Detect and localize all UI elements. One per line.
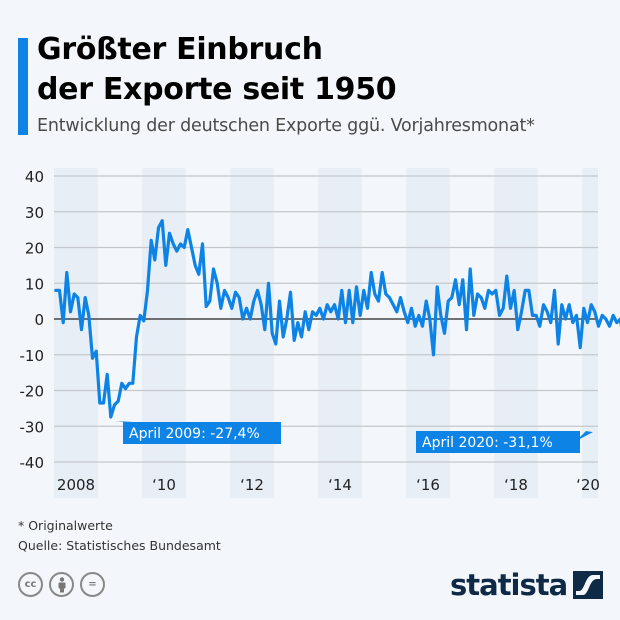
- year-band-2014: [318, 168, 362, 498]
- line-chart: 40 30 20 10 0 -10 -20 -30 -40 2008 ‘10 ‘12 ‘14 ‘16 ‘18…: [20, 168, 620, 498]
- year-band-2010: [142, 168, 186, 498]
- footnote: * Originalwerte Quelle: Statistisches Bu…: [18, 516, 221, 556]
- statista-logo[interactable]: statista: [450, 568, 604, 602]
- chart-subtitle: Entwicklung der deutschen Exporte ggü. V…: [37, 116, 535, 136]
- y-tick-label: -30: [20, 418, 45, 436]
- x-tick-label: ‘12: [240, 476, 264, 494]
- y-tick-label: 30: [25, 204, 44, 222]
- annotation-april-2020: April 2020: -31,1%: [422, 435, 553, 451]
- y-tick-label: -20: [20, 383, 45, 401]
- nd-equals-icon[interactable]: =: [80, 572, 105, 597]
- y-tick-label: 10: [25, 275, 44, 293]
- x-tick-label: ‘16: [416, 476, 440, 494]
- annotation-box: [416, 431, 580, 453]
- annotation-april-2009: April 2009: -27,4%: [129, 426, 260, 442]
- note-text: * Originalwerte: [18, 518, 113, 533]
- title-accent-bar: [18, 38, 28, 135]
- x-tick-label: ‘10: [152, 476, 176, 494]
- series-line: [54, 219, 620, 419]
- annotation-box: [123, 422, 281, 444]
- x-tick-label: ‘14: [328, 476, 352, 494]
- cc-icon[interactable]: cc: [18, 572, 43, 597]
- by-person-icon[interactable]: [49, 572, 74, 597]
- y-tick-label: 0: [34, 311, 44, 329]
- annotation-pointer: [576, 431, 593, 441]
- year-band-2012: [230, 168, 274, 498]
- x-tick-label: ‘18: [504, 476, 528, 494]
- title-line-2: der Exporte seit 1950: [37, 72, 397, 107]
- annotation-pointer: [115, 420, 133, 422]
- y-tick-label: 20: [25, 240, 44, 258]
- y-tick-label: 40: [25, 168, 44, 186]
- statista-mark-icon: [573, 571, 604, 599]
- title-line-1: Größter Einbruch: [37, 32, 323, 67]
- x-tick-label: 2008: [57, 476, 95, 494]
- source-text: Quelle: Statistisches Bundesamt: [18, 538, 221, 553]
- chart-title: Größter Einbruch der Exporte seit 1950: [37, 30, 397, 110]
- y-tick-label: -10: [20, 347, 45, 365]
- logo-text: statista: [450, 568, 568, 602]
- x-tick-label: ‘20: [576, 476, 600, 494]
- y-tick-label: -40: [20, 454, 45, 472]
- license-icons: cc =: [18, 572, 105, 597]
- year-band-2020: [582, 168, 598, 498]
